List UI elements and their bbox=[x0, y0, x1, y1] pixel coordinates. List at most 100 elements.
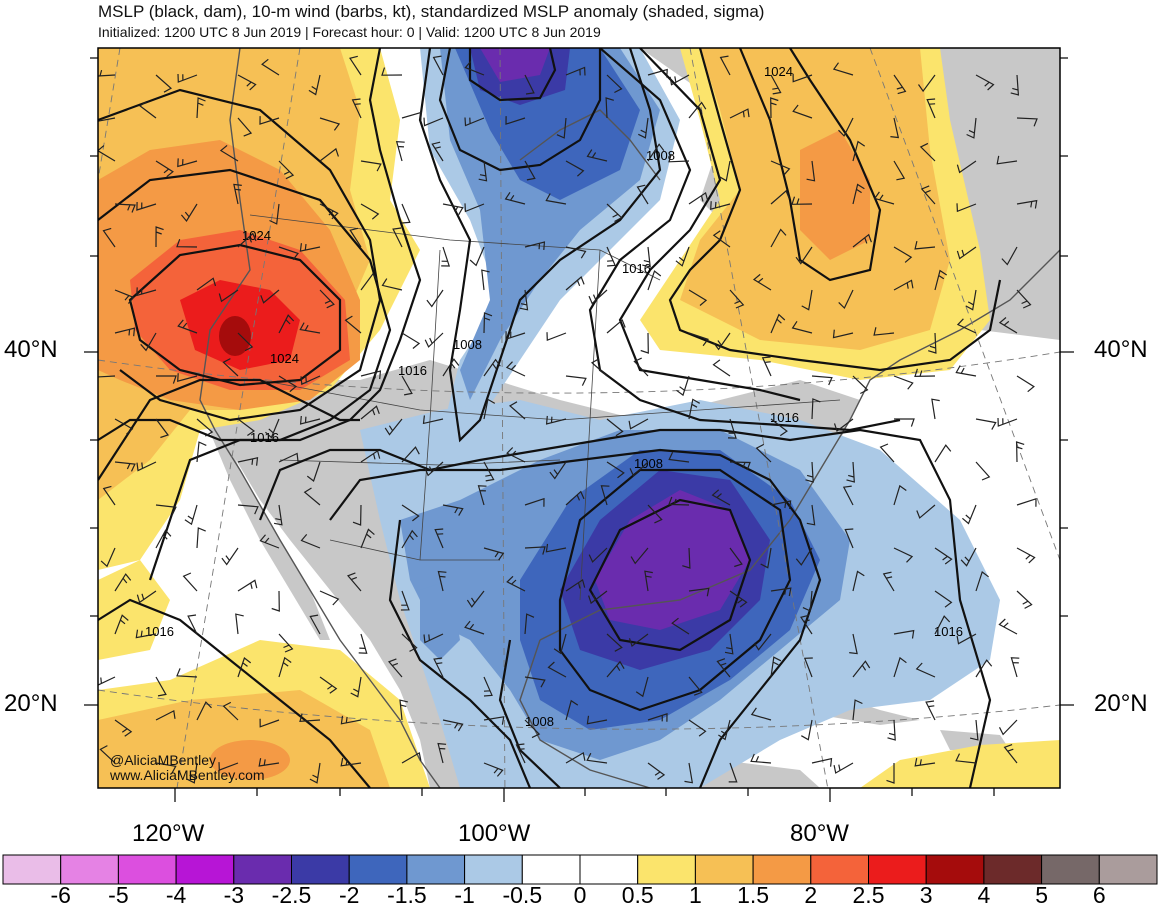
isobar-labels: 1024 1008 1024 1016 1008 1024 1016 1016 … bbox=[145, 64, 963, 729]
colorbar-label: 6 bbox=[1092, 882, 1106, 908]
wind-barb bbox=[920, 185, 936, 205]
wind-barb bbox=[606, 660, 625, 678]
wind-barb bbox=[233, 183, 242, 205]
wind-barb bbox=[588, 590, 608, 605]
wind-barb bbox=[136, 590, 157, 604]
wind-barb bbox=[319, 289, 335, 309]
wind-barb bbox=[647, 68, 668, 78]
colorbar-label: -2.5 bbox=[271, 882, 312, 908]
wind-barb bbox=[442, 358, 460, 377]
wind-barb bbox=[319, 676, 338, 694]
wind-barb bbox=[606, 246, 616, 267]
credit-twitter: @AliciaMBentley bbox=[110, 752, 217, 768]
wind-barb bbox=[893, 74, 907, 95]
wind-barb bbox=[925, 700, 936, 721]
isobar-label: 1008 bbox=[634, 456, 663, 471]
wind-barb bbox=[545, 543, 567, 553]
wind-barb bbox=[401, 203, 411, 224]
wind-barb bbox=[483, 547, 505, 561]
wind-barb bbox=[434, 528, 444, 549]
wind-barb bbox=[1016, 199, 1038, 209]
wind-barb bbox=[422, 415, 444, 425]
wind-barb bbox=[934, 444, 952, 463]
wind-barb bbox=[770, 656, 782, 678]
wind-barb bbox=[996, 155, 1018, 165]
wind-barb bbox=[894, 418, 915, 427]
wind-barb bbox=[177, 373, 198, 382]
wind-barb bbox=[187, 614, 198, 635]
wind-barb bbox=[919, 142, 936, 162]
anomaly-positive-south bbox=[98, 560, 1060, 788]
colorbar-swatch bbox=[868, 854, 927, 885]
wind-barb bbox=[873, 191, 895, 205]
colorbar-label: 1.5 bbox=[737, 882, 770, 908]
wind-barb bbox=[1016, 497, 1037, 507]
wind-barb bbox=[915, 662, 936, 678]
wind-barb bbox=[998, 317, 1018, 334]
wind-barb bbox=[806, 160, 816, 182]
wind-barb bbox=[770, 189, 790, 205]
wind-barb bbox=[671, 617, 690, 635]
wind-barb bbox=[1016, 375, 1035, 393]
colorbar-swatch bbox=[1098, 854, 1158, 885]
wind-barb bbox=[319, 147, 339, 162]
wind-barb bbox=[278, 246, 299, 261]
wind-barb bbox=[237, 579, 258, 592]
wind-barb bbox=[442, 719, 464, 732]
wind-barb bbox=[269, 203, 280, 225]
wind-barb bbox=[893, 246, 913, 263]
wind-barb bbox=[1001, 246, 1018, 266]
wind-barb bbox=[98, 375, 116, 378]
colorbar-swatch bbox=[2, 854, 62, 885]
wind-barb bbox=[218, 762, 239, 771]
wind-barb bbox=[719, 55, 731, 76]
wind-barb bbox=[401, 446, 420, 463]
wind-barb bbox=[196, 418, 214, 437]
wind-barb bbox=[506, 575, 526, 592]
wind-barb bbox=[770, 228, 787, 248]
wind-barb bbox=[890, 117, 900, 139]
wind-barb bbox=[432, 55, 444, 76]
wind-barb bbox=[186, 762, 198, 784]
wind-barb bbox=[319, 590, 340, 606]
wind-barbs bbox=[98, 55, 1038, 784]
wind-barb bbox=[483, 716, 505, 725]
wind-barb bbox=[261, 58, 280, 76]
colorbar-label: 1 bbox=[688, 882, 702, 908]
wind-barb bbox=[265, 418, 280, 439]
anomaly-positive-east bbox=[640, 48, 990, 380]
wind-barb bbox=[975, 571, 989, 592]
wind-barb bbox=[401, 751, 422, 764]
wind-barb bbox=[360, 203, 380, 220]
wind-barb bbox=[469, 246, 485, 267]
wind-barb bbox=[833, 762, 854, 774]
wind-barb bbox=[176, 238, 198, 248]
wind-barb bbox=[98, 676, 116, 686]
wind-barb bbox=[114, 203, 136, 213]
wind-barb bbox=[360, 405, 380, 420]
wind-barb bbox=[237, 332, 254, 352]
wind-barb bbox=[100, 547, 116, 568]
wind-barb bbox=[873, 327, 895, 336]
wind-barb bbox=[729, 590, 748, 608]
wind-barb bbox=[801, 289, 813, 311]
wind-barb bbox=[442, 504, 464, 516]
wind-barb bbox=[466, 590, 485, 608]
wind-barb bbox=[852, 375, 869, 395]
wind-barb bbox=[668, 452, 690, 463]
wind-barb bbox=[483, 398, 496, 420]
wind-barb bbox=[565, 375, 587, 386]
wind-barb bbox=[483, 762, 504, 777]
wind-barb bbox=[196, 441, 207, 463]
wind-barb bbox=[401, 529, 418, 549]
wind-barb bbox=[750, 707, 772, 721]
wind-barb bbox=[524, 241, 546, 250]
wind-barb bbox=[893, 484, 907, 506]
wind-barb bbox=[727, 418, 737, 439]
wind-barb bbox=[956, 633, 977, 645]
wind-barb bbox=[176, 668, 198, 678]
wind-barb bbox=[98, 69, 116, 77]
colorbar-label: -1.5 bbox=[387, 882, 427, 908]
wind-barb bbox=[524, 613, 535, 635]
